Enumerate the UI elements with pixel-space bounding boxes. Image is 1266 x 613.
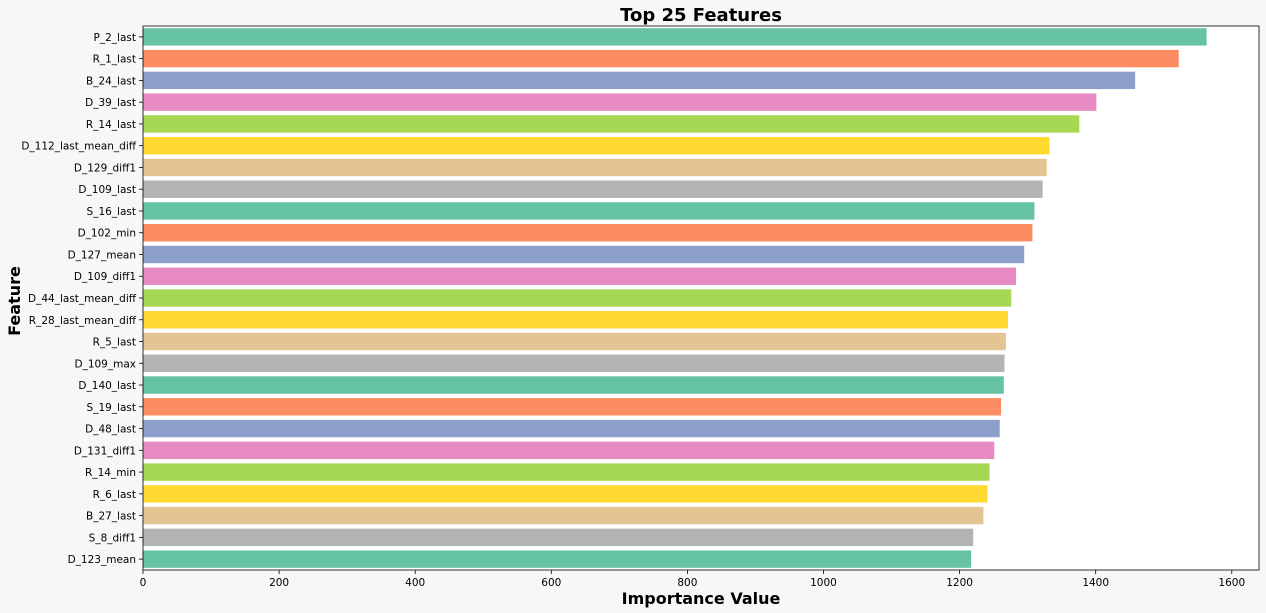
y-tick-label: D_129_diff1 xyxy=(74,162,136,174)
y-tick-label: D_109_diff1 xyxy=(74,271,136,283)
x-tick-label: 1400 xyxy=(1082,577,1109,589)
plot-frame xyxy=(142,25,1260,571)
y-tick-label: R_14_last xyxy=(86,119,136,131)
x-ticks: 0 200 400 600 800 1000 1200 1400 1600 xyxy=(140,570,1245,589)
y-tick-label: P_2_last xyxy=(94,32,136,44)
y-tick-label: R_28_last_mean_diff xyxy=(29,315,137,327)
bar-D_123_mean xyxy=(143,550,972,568)
bar-R_1_last xyxy=(143,49,1179,68)
x-tick-label: 1200 xyxy=(946,577,973,589)
bar-D_131_diff1 xyxy=(143,441,995,460)
y-tick-label: B_24_last xyxy=(86,75,136,87)
y-tick-label: D_48_last xyxy=(85,424,136,436)
y-tick-label: D_39_last xyxy=(85,97,136,109)
y-tick-label: B_27_last xyxy=(86,511,136,523)
y-tick-label: D_44_last_mean_diff xyxy=(28,293,137,305)
bar-B_27_last xyxy=(143,506,984,525)
bar-D_112_last_mean_diff xyxy=(143,136,1050,155)
bar-S_8_diff1 xyxy=(143,528,974,547)
y-tick-label: D_102_min xyxy=(78,228,136,240)
y-tick-label: D_131_diff1 xyxy=(74,445,136,457)
chart-title: Top 25 Features xyxy=(620,5,782,26)
bar-D_39_last xyxy=(143,93,1097,111)
bar-D_44_last_mean_diff xyxy=(143,289,1012,307)
y-tick-label: R_14_min xyxy=(85,467,136,479)
x-axis-label: Importance Value xyxy=(622,589,781,608)
y-tick-label: R_5_last xyxy=(93,337,136,349)
bar-B_24_last xyxy=(143,71,1136,90)
y-tick-label: R_6_last xyxy=(93,489,136,501)
x-tick-label: 0 xyxy=(140,577,147,589)
bar-D_140_last xyxy=(143,376,1004,394)
x-tick-label: 800 xyxy=(677,577,697,589)
bar-R_14_last xyxy=(143,115,1080,133)
bar-S_19_last xyxy=(143,398,1002,416)
y-tick-label: D_123_mean xyxy=(68,554,136,566)
bar-R_5_last xyxy=(143,332,1006,351)
bar-D_102_min xyxy=(143,224,1033,242)
bar-R_28_last_mean_diff xyxy=(143,311,1008,329)
x-tick-label: 1000 xyxy=(810,577,837,589)
y-tick-label: D_109_max xyxy=(74,358,136,370)
x-tick-label: 400 xyxy=(405,577,425,589)
bar-R_14_min xyxy=(143,463,990,481)
x-tick-label: 1600 xyxy=(1218,577,1245,589)
y-axis-label: Feature xyxy=(5,266,24,336)
bar-D_109_diff1 xyxy=(143,267,1017,285)
bar-D_109_max xyxy=(143,354,1005,372)
y-tick-labels: P_2_last R_1_last B_24_last D_39_last R_14_l… xyxy=(21,32,143,566)
bar-D_127_mean xyxy=(143,245,1025,264)
x-tick-label: 200 xyxy=(269,577,289,589)
y-tick-label: S_19_last xyxy=(87,402,136,414)
y-tick-label: S_8_diff1 xyxy=(89,532,136,544)
y-tick-label: S_16_last xyxy=(87,206,136,218)
bar-P_2_last xyxy=(143,28,1207,46)
y-tick-label: D_140_last xyxy=(78,380,136,392)
bar-D_129_diff1 xyxy=(143,158,1047,177)
bar-D_48_last xyxy=(143,419,1000,438)
y-tick-label: D_127_mean xyxy=(68,249,136,261)
bar-R_6_last xyxy=(143,485,988,503)
y-tick-label: D_109_last xyxy=(78,184,136,196)
y-tick-label: D_112_last_mean_diff xyxy=(21,141,136,153)
bar-D_109_last xyxy=(143,180,1043,198)
bars-group xyxy=(143,28,1207,568)
y-tick-label: R_1_last xyxy=(93,54,136,66)
x-tick-label: 600 xyxy=(541,577,561,589)
bar-S_16_last xyxy=(143,202,1035,220)
